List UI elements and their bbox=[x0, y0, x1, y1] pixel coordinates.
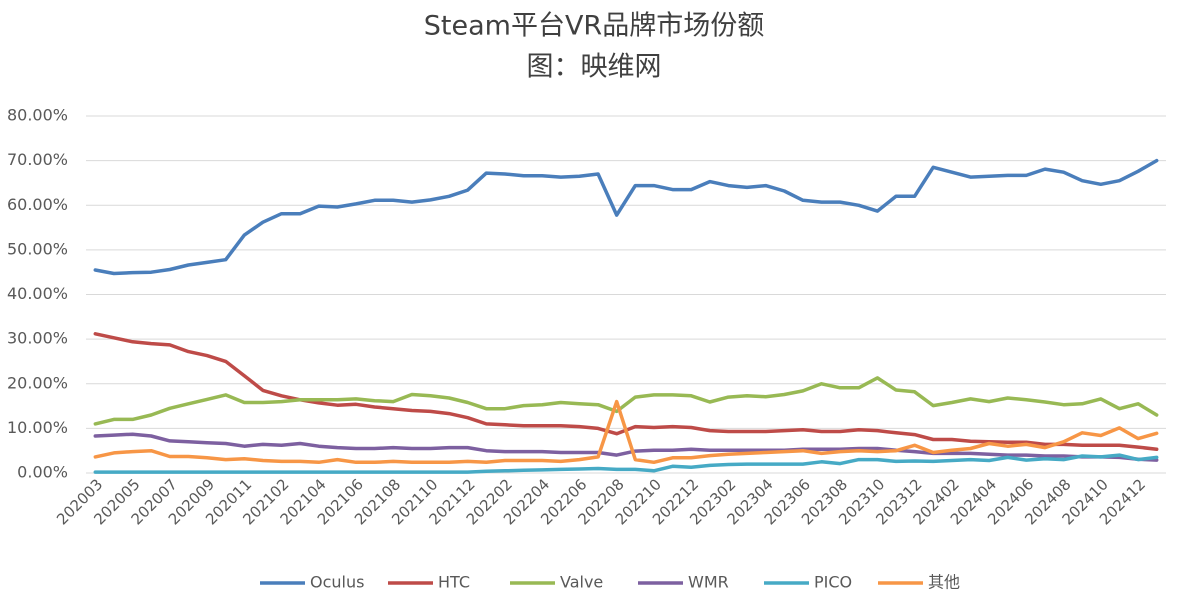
series-line bbox=[93, 399, 1159, 465]
chart-subtitle: 图：映维网 bbox=[527, 52, 662, 83]
series-line bbox=[93, 453, 1159, 474]
series-line bbox=[93, 432, 1159, 462]
legend-label: 其他 bbox=[928, 573, 960, 592]
y-tick-label: 70.00% bbox=[7, 150, 68, 169]
legend-label: WMR bbox=[688, 573, 729, 592]
y-tick-label: 50.00% bbox=[7, 239, 68, 258]
y-tick-label: 20.00% bbox=[7, 373, 68, 392]
y-tick-label: 10.00% bbox=[7, 418, 68, 437]
legend-label: HTC bbox=[438, 573, 470, 592]
y-tick-label: 40.00% bbox=[7, 284, 68, 303]
legend-label: Oculus bbox=[310, 573, 364, 592]
legend-label: PICO bbox=[814, 573, 852, 592]
series-line bbox=[93, 376, 1159, 426]
y-tick-label: 0.00% bbox=[17, 463, 68, 482]
series-line bbox=[93, 158, 1159, 276]
y-tick-label: 60.00% bbox=[7, 195, 68, 214]
legend-label: Valve bbox=[560, 573, 603, 592]
chart-title: Steam平台VR品牌市场份额 bbox=[424, 11, 764, 42]
y-tick-label: 80.00% bbox=[7, 106, 68, 125]
y-tick-label: 30.00% bbox=[7, 329, 68, 348]
